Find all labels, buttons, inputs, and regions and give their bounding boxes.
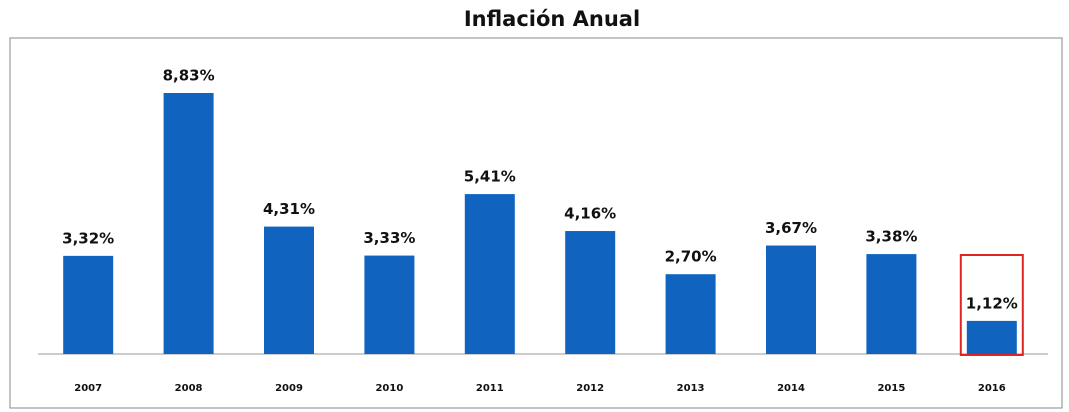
x-tick-label: 2010 (375, 383, 403, 394)
x-tick-label: 2009 (275, 383, 303, 394)
value-label: 2,70% (665, 248, 717, 266)
value-label: 3,38% (865, 228, 917, 246)
bar (866, 254, 917, 354)
chart-title: Inflación Anual (464, 7, 640, 31)
value-label: 3,32% (62, 229, 114, 247)
x-tick-label: 2007 (74, 383, 102, 394)
value-label: 4,16% (564, 205, 616, 223)
x-tick-label: 2014 (777, 383, 805, 394)
bar (665, 274, 716, 354)
bar (766, 245, 816, 354)
x-tick-label: 2016 (978, 383, 1006, 394)
value-label: 5,41% (464, 168, 516, 186)
value-label: 3,67% (765, 219, 817, 237)
bar (264, 226, 314, 354)
value-label: 3,33% (363, 229, 415, 247)
x-tick-label: 2015 (877, 383, 905, 394)
value-label: 8,83% (163, 67, 215, 85)
highlight-box (959, 254, 1024, 356)
x-tick-label: 2011 (476, 383, 504, 394)
x-tick-label: 2008 (175, 383, 203, 394)
x-tick-label: 2013 (677, 383, 705, 394)
bar (966, 320, 1017, 354)
bar (464, 194, 515, 354)
bar (565, 231, 616, 354)
bar (163, 93, 214, 354)
x-tick-label: 2012 (576, 383, 604, 394)
value-label: 1,12% (966, 294, 1018, 312)
chart-frame (9, 37, 1063, 409)
value-label: 4,31% (263, 200, 315, 218)
bar (63, 255, 114, 354)
bar (364, 255, 415, 354)
